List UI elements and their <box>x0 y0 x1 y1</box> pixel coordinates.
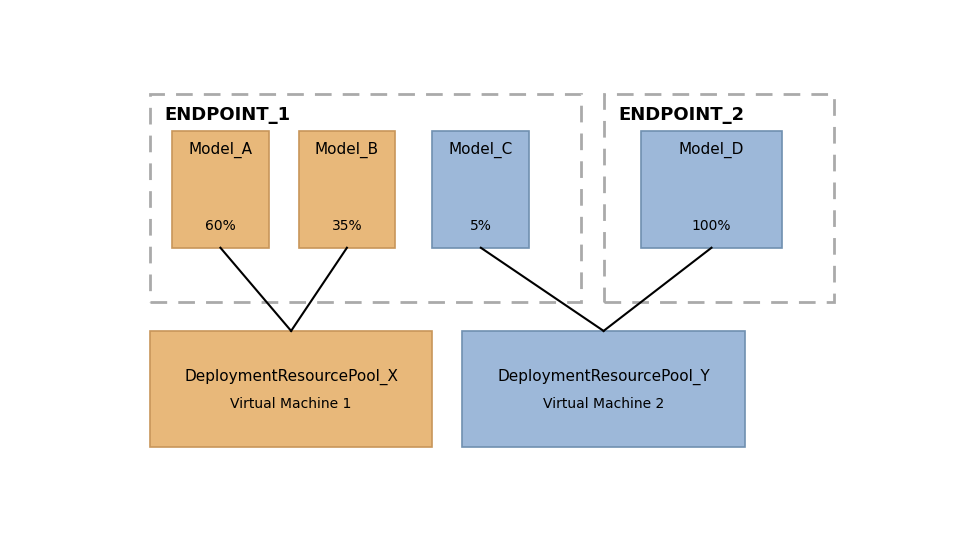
Text: DeploymentResourcePool_X: DeploymentResourcePool_X <box>184 368 398 385</box>
Text: Virtual Machine 1: Virtual Machine 1 <box>230 397 351 411</box>
Text: Model_B: Model_B <box>315 141 379 158</box>
Text: 5%: 5% <box>469 219 492 233</box>
FancyBboxPatch shape <box>432 131 529 248</box>
Text: DeploymentResourcePool_Y: DeploymentResourcePool_Y <box>497 368 710 385</box>
FancyBboxPatch shape <box>150 331 432 447</box>
FancyBboxPatch shape <box>299 131 396 248</box>
Text: ENDPOINT_2: ENDPOINT_2 <box>618 106 745 124</box>
Text: Model_C: Model_C <box>448 141 513 158</box>
Text: Virtual Machine 2: Virtual Machine 2 <box>543 397 664 411</box>
FancyBboxPatch shape <box>172 131 269 248</box>
Text: ENDPOINT_1: ENDPOINT_1 <box>165 106 291 124</box>
Text: 35%: 35% <box>331 219 362 233</box>
Text: 60%: 60% <box>205 219 236 233</box>
FancyBboxPatch shape <box>463 331 745 447</box>
Text: 100%: 100% <box>692 219 732 233</box>
Text: Model_D: Model_D <box>679 141 744 158</box>
FancyBboxPatch shape <box>641 131 782 248</box>
Text: Model_A: Model_A <box>188 141 252 158</box>
